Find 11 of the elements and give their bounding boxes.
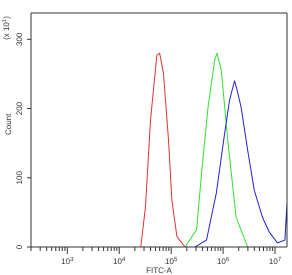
y-tick-label: 300 <box>15 32 24 46</box>
y-axis-title: Count <box>4 112 13 135</box>
x-tick-label: 10$^{3}$ <box>61 256 74 266</box>
x-tick-label: 10$^{6}$ <box>216 256 230 266</box>
x-tick-label: 10$^{4}$ <box>113 256 126 266</box>
x-axis-title: FITC-A <box>146 266 173 275</box>
y-tick-label: 200 <box>15 101 24 116</box>
x-tick-label: 10$^{7}$ <box>268 256 282 266</box>
x-tick-label: 10$^{5}$ <box>165 256 178 266</box>
y-tick-label: 0 <box>15 244 24 250</box>
y-tick-label: 100 <box>15 170 24 184</box>
